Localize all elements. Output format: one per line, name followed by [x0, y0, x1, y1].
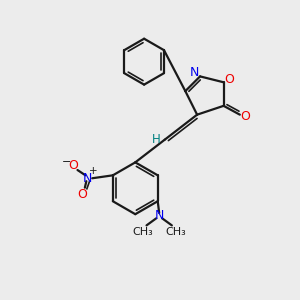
Text: O: O — [240, 110, 250, 123]
Text: O: O — [225, 73, 234, 86]
Text: H: H — [152, 133, 161, 146]
Text: −: − — [61, 157, 71, 167]
Text: CH₃: CH₃ — [133, 227, 153, 237]
Text: +: + — [89, 166, 98, 176]
Text: N: N — [190, 66, 200, 80]
Text: N: N — [83, 172, 92, 185]
Text: CH₃: CH₃ — [165, 227, 186, 237]
Text: N: N — [154, 209, 164, 223]
Text: O: O — [68, 159, 78, 172]
Text: O: O — [77, 188, 87, 201]
